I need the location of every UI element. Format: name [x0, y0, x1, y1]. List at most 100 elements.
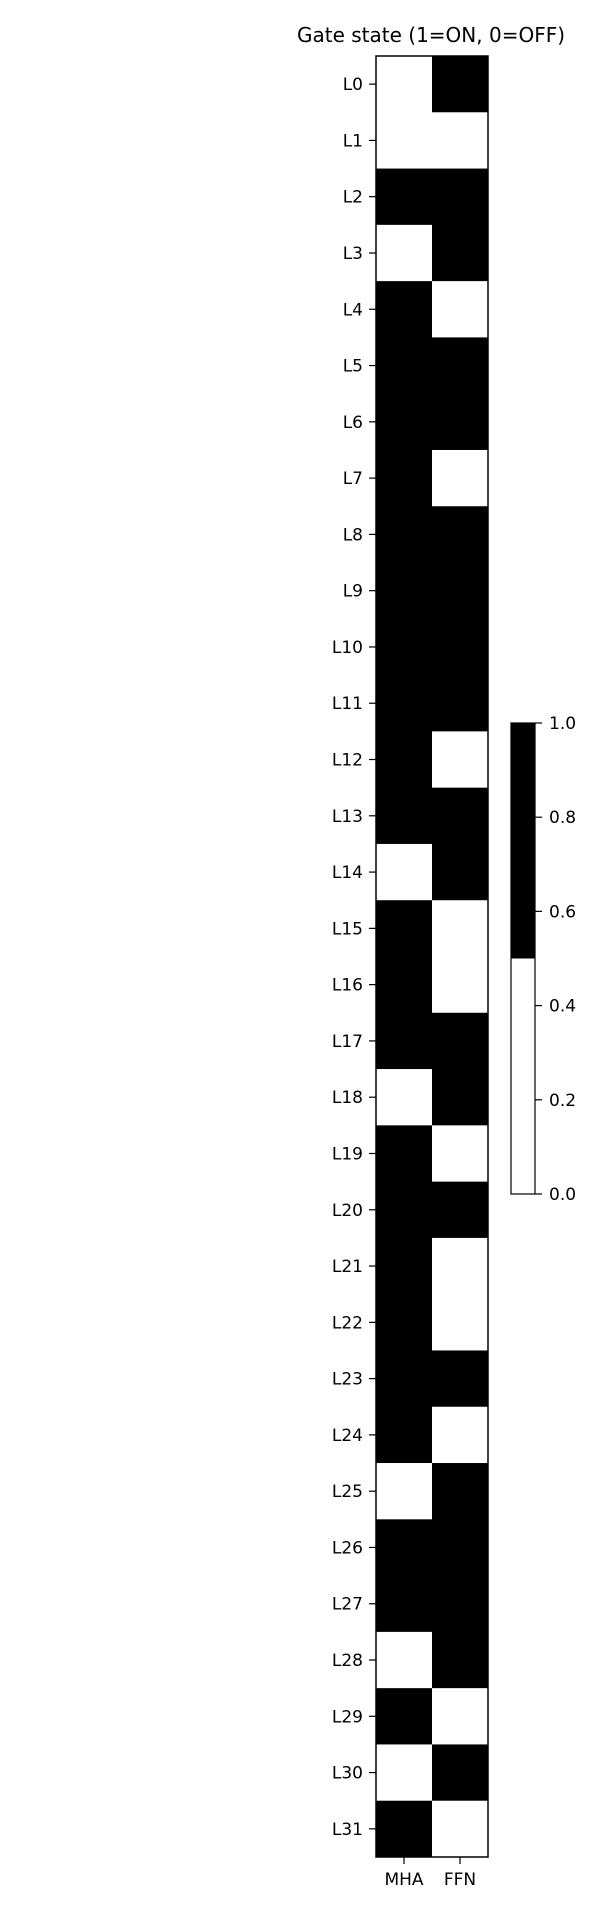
heatmap-cell-l28-ffn — [432, 1631, 489, 1689]
heatmap-cell-l8-ffn — [432, 506, 489, 563]
y-tick-label: L31 — [332, 1820, 363, 1840]
colorbar-tick-label: 1.0 — [549, 714, 576, 734]
heatmap-cell-l5-mha — [376, 337, 433, 394]
heatmap-cell-l18-mha — [376, 1069, 433, 1126]
y-tick-label: L13 — [332, 807, 363, 827]
y-tick-label: L23 — [332, 1370, 363, 1390]
heatmap-cell-l31-ffn — [432, 1800, 489, 1858]
heatmap-cell-l29-mha — [376, 1688, 433, 1745]
heatmap-cell-l4-mha — [376, 281, 433, 338]
x-tick-label: FFN — [444, 1870, 476, 1890]
y-tick-label: L22 — [332, 1313, 363, 1333]
heatmap-cell-l20-mha — [376, 1181, 433, 1239]
heatmap-cell-l1-mha — [376, 112, 433, 169]
heatmap-cell-l11-mha — [376, 675, 433, 732]
heatmap-cell-l17-mha — [376, 1012, 433, 1070]
colorbar-tick-label: 0.8 — [549, 808, 576, 828]
heatmap-cell-l25-mha — [376, 1463, 433, 1520]
y-tick-label: L29 — [332, 1707, 363, 1727]
y-tick-label: L0 — [343, 75, 363, 95]
y-tick-label: L12 — [332, 751, 363, 771]
y-tick-label: L9 — [343, 582, 363, 602]
heatmap-cell-l9-ffn — [432, 562, 489, 620]
heatmap-cell-l4-ffn — [432, 281, 489, 338]
colorbar-tick-label: 0.2 — [549, 1091, 576, 1111]
heatmap-cell-l30-ffn — [432, 1744, 489, 1802]
heatmap-cell-l9-mha — [376, 562, 433, 620]
heatmap-cell-l17-ffn — [432, 1012, 489, 1070]
heatmap-cell-l5-ffn — [432, 337, 489, 394]
y-tick-label: L30 — [332, 1764, 363, 1784]
heatmap-cell-l16-mha — [376, 956, 433, 1014]
heatmap-cell-l2-ffn — [432, 168, 489, 226]
y-tick-label: L24 — [332, 1426, 363, 1446]
heatmap-cell-l26-mha — [376, 1519, 433, 1576]
y-tick-label: L5 — [343, 357, 363, 377]
heatmap-cell-l10-ffn — [432, 618, 489, 676]
x-axis-ticks: MHA FFN — [384, 1857, 476, 1890]
heatmap-cell-l7-ffn — [432, 449, 489, 507]
heatmap-cell-l28-mha — [376, 1631, 433, 1689]
heatmap-cell-l15-mha — [376, 900, 433, 957]
colorbar-frame — [510, 722, 536, 1195]
chart-title: Gate state (1=ON, 0=OFF) — [297, 23, 565, 47]
heatmap-cell-l6-mha — [376, 393, 433, 451]
heatmap-cell-l24-ffn — [432, 1406, 489, 1464]
colorbar-off-segment — [511, 958, 535, 1194]
heatmap-cell-l18-ffn — [432, 1069, 489, 1126]
y-tick-label: L6 — [343, 413, 363, 433]
y-tick-label: L15 — [332, 919, 363, 939]
heatmap-cell-l13-ffn — [432, 787, 489, 845]
y-tick-label: L4 — [343, 300, 363, 320]
heatmap-cell-l13-mha — [376, 787, 433, 845]
heatmap-cell-l24-mha — [376, 1406, 433, 1464]
heatmap-cell-l22-ffn — [432, 1294, 489, 1351]
heatmap-cell-l31-mha — [376, 1800, 433, 1858]
heatmap-cell-l20-ffn — [432, 1181, 489, 1239]
heatmap-cell-l19-ffn — [432, 1125, 489, 1182]
y-tick-label: L8 — [343, 525, 363, 545]
colorbar-tick-label: 0.0 — [549, 1185, 576, 1205]
heatmap-cell-l3-mha — [376, 224, 433, 282]
y-tick-label: L14 — [332, 863, 363, 883]
y-tick-label: L18 — [332, 1088, 363, 1108]
colorbar-tick-label: 0.6 — [549, 902, 576, 922]
y-tick-label: L17 — [332, 1032, 363, 1052]
y-tick-label: L26 — [332, 1538, 363, 1558]
heatmap-cell-l2-mha — [376, 168, 433, 226]
y-axis-ticks: L0 L1 L2 L3 L4 L5 L6 L7 L8 L9 L10 L11 L12 L13 L14 L15 L1… — [332, 75, 376, 1840]
heatmap-cell-l21-ffn — [432, 1237, 489, 1295]
heatmap-cell-l12-ffn — [432, 731, 489, 788]
heatmap-cell-l26-ffn — [432, 1519, 489, 1576]
heatmap-cell-l27-ffn — [432, 1575, 489, 1633]
y-tick-label: L25 — [332, 1482, 363, 1502]
heatmap-cell-l7-mha — [376, 449, 433, 507]
colorbar-on-segment — [511, 723, 535, 959]
colorbar: 0.0 0.2 0.4 0.6 0.8 1.0 — [510, 714, 576, 1205]
heatmap-cell-l0-ffn — [432, 56, 489, 113]
heatmap-cell-l27-mha — [376, 1575, 433, 1633]
heatmap-cell-l6-ffn — [432, 393, 489, 451]
y-tick-label: L10 — [332, 638, 363, 658]
heatmap-cell-l11-ffn — [432, 675, 489, 732]
colorbar-tick-label: 0.4 — [549, 997, 576, 1017]
y-tick-label: L27 — [332, 1595, 363, 1615]
y-tick-label: L21 — [332, 1257, 363, 1277]
heatmap-cell-l14-ffn — [432, 843, 489, 901]
y-tick-label: L11 — [332, 694, 363, 714]
heatmap-cell-l14-mha — [376, 843, 433, 901]
heatmap-cell-l22-mha — [376, 1294, 433, 1351]
y-tick-label: L2 — [343, 188, 363, 208]
heatmap-cell-l16-ffn — [432, 956, 489, 1014]
heatmap-cell-l0-mha — [376, 56, 433, 113]
y-tick-label: L20 — [332, 1201, 363, 1221]
heatmap-cell-l12-mha — [376, 731, 433, 788]
heatmap-frame — [375, 55, 489, 1858]
y-tick-label: L19 — [332, 1144, 363, 1164]
heatmap-cells — [376, 56, 489, 1858]
heatmap-cell-l8-mha — [376, 506, 433, 563]
y-tick-label: L3 — [343, 244, 363, 264]
y-tick-label: L7 — [343, 469, 363, 489]
heatmap-cell-l21-mha — [376, 1237, 433, 1295]
